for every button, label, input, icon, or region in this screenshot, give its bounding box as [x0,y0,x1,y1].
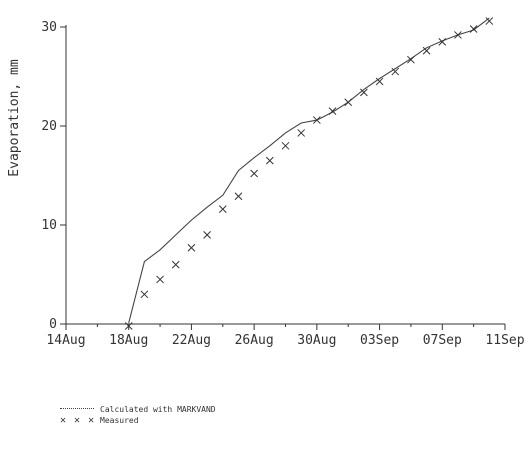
measured-point [438,37,447,46]
x-marker-stroke [250,169,258,178]
measured-point [391,67,400,76]
measured-point [485,17,494,25]
x-tick-label: 07Sep [423,333,462,348]
x-marker-stroke [407,55,415,64]
y-tick-label: 20 [41,119,57,134]
measured-point [250,169,258,178]
x-tick-label: 18Aug [109,333,148,348]
chart-axes [65,25,505,325]
measured-point [328,107,337,116]
legend-label-calculated: Calculated with MARKVAND [100,405,216,414]
x-marker-stroke [297,129,306,137]
measured-point [375,77,384,86]
x-marker-stroke [375,77,384,86]
measured-point [454,31,462,39]
measured-point [171,260,180,269]
y-tick-label: 30 [41,20,57,35]
x-marker-stroke [391,67,400,76]
x-marker-stroke [218,205,227,214]
calculated-line [128,17,490,324]
measured-point [234,192,243,201]
x-marker-stroke [328,107,337,116]
x-marker-stroke [422,46,431,55]
x-tick-label: 26Aug [235,333,274,348]
measured-point [297,129,306,137]
measured-point [218,205,227,214]
chart-ticks: 0 10 20 30 14Aug 18Aug 22Aug 26Aug 30Aug 03Sep 07S… [41,20,524,348]
x-marker-stroke [438,37,447,46]
measured-point [203,231,211,239]
measured-point [360,88,368,97]
x-marker-stroke [265,156,274,165]
dotted-line-swatch [60,408,94,409]
measured-point [156,275,164,284]
x-marker-stroke [454,31,462,39]
measured-point [313,116,321,124]
evaporation-chart: 0 10 20 30 14Aug 18Aug 22Aug 26Aug 30Aug 03Sep 07S… [7,17,525,348]
x-marker-stroke [156,275,164,284]
x-tick-label: 30Aug [297,333,336,348]
x-marker-stroke [140,290,149,299]
x-marker-stroke [344,98,353,107]
x-marker-stroke [203,231,211,239]
measured-point [407,55,415,64]
legend-label-measured: Measured [100,416,139,425]
x-marker-swatch: ✕ ✕ ✕ [60,415,96,426]
measured-series [124,17,494,330]
x-marker-stroke [281,141,290,150]
y-tick-label: 0 [49,317,57,332]
x-marker-stroke [313,116,321,124]
x-tick-label: 11Sep [485,333,524,348]
x-marker-stroke [360,88,368,97]
x-marker-stroke [234,192,243,201]
x-marker-stroke [485,17,494,25]
measured-point [265,156,274,165]
measured-point [187,243,196,252]
measured-point [422,46,431,55]
y-tick-label: 10 [41,218,57,233]
calculated-series [128,17,490,324]
legend-item-calculated: Calculated with MARKVAND [60,404,216,415]
chart-legend: Calculated with MARKVAND ✕ ✕ ✕ Measured [60,404,216,426]
x-marker-stroke [171,260,180,269]
x-marker-stroke [469,25,478,33]
x-tick-label: 14Aug [46,333,85,348]
x-tick-label: 03Sep [360,333,399,348]
legend-item-measured: ✕ ✕ ✕ Measured [60,415,216,426]
measured-point [140,290,149,299]
x-marker-stroke [187,243,196,252]
measured-point [281,141,290,150]
measured-point [124,322,133,330]
x-marker-stroke [124,322,133,330]
measured-point [469,25,478,33]
y-axis-label: Evaporation, mm [7,59,22,177]
measured-point [344,98,353,107]
x-tick-label: 22Aug [172,333,211,348]
